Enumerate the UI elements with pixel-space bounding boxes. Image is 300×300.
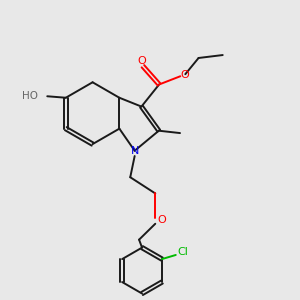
Text: O: O: [180, 70, 189, 80]
Text: O: O: [158, 215, 166, 225]
Text: Cl: Cl: [178, 247, 189, 257]
Text: N: N: [130, 146, 139, 156]
Text: O: O: [137, 56, 146, 66]
Text: HO: HO: [22, 91, 38, 101]
